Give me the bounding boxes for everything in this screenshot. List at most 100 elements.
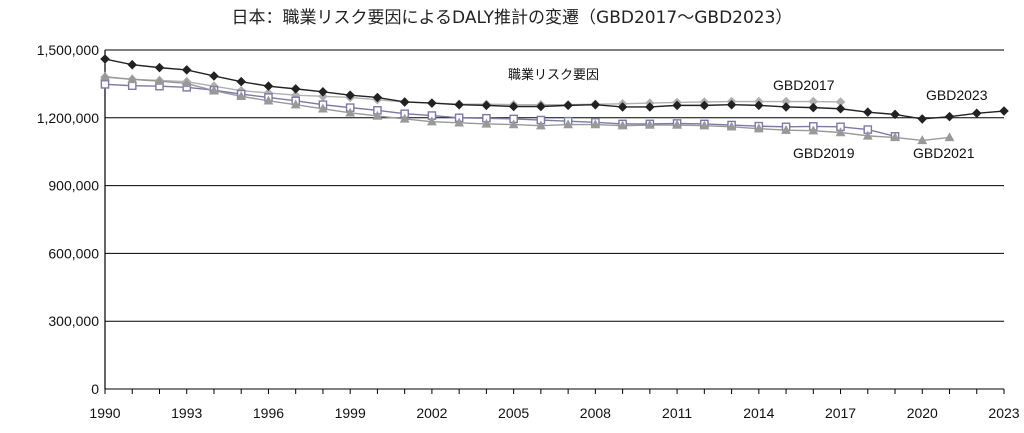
data-point — [944, 132, 955, 142]
series-line — [104, 58, 1005, 120]
data-point — [917, 135, 928, 145]
chart-title: 日本：職業リスク要因によるDALY推計の変遷（GBD2017～GBD2023） — [232, 8, 793, 28]
x-tick-label: 1990 — [89, 405, 120, 421]
series-label-gbd2019: GBD2019 — [793, 145, 855, 161]
data-point — [209, 85, 219, 95]
series-label-gbd2023: GBD2023 — [926, 87, 988, 103]
y-tick-label: 0 — [91, 381, 99, 397]
data-point — [508, 101, 519, 112]
data-point — [154, 75, 165, 85]
x-tick-label: 2014 — [743, 405, 774, 421]
data-point — [808, 102, 819, 113]
data-point — [699, 120, 710, 130]
data-point — [372, 110, 383, 120]
series-line — [104, 76, 841, 106]
data-point — [645, 102, 655, 112]
data-point — [454, 99, 464, 110]
data-point — [535, 120, 546, 130]
data-point — [481, 118, 492, 128]
data-point — [835, 103, 846, 114]
data-point — [236, 91, 247, 101]
annotation-occupational-risk: 職業リスク要因 — [508, 67, 599, 83]
y-tick-label: 900,000 — [48, 178, 99, 194]
data-point — [536, 101, 546, 112]
data-point — [236, 76, 246, 87]
series-gbd2021 — [100, 71, 955, 145]
data-point — [263, 81, 274, 91]
data-point — [263, 95, 274, 105]
data-point — [100, 71, 110, 81]
data-point — [181, 78, 192, 88]
data-point — [971, 108, 982, 119]
grid-layer — [105, 49, 1004, 390]
data-point — [127, 81, 137, 91]
x-tick-label: 2011 — [662, 405, 692, 421]
series-label-gbd2017: GBD2017 — [773, 77, 835, 93]
x-tick-label: 2005 — [498, 405, 529, 421]
data-point — [399, 113, 410, 123]
data-point — [590, 99, 601, 110]
x-tick-label: 2017 — [825, 405, 856, 421]
data-point — [290, 99, 301, 109]
x-tick-label: 2008 — [580, 405, 611, 421]
data-point — [699, 100, 710, 111]
series-line — [104, 75, 950, 142]
x-tick-label: 1993 — [171, 405, 202, 421]
data-point — [617, 102, 628, 112]
data-point — [944, 111, 955, 122]
data-point — [726, 121, 737, 131]
data-point — [154, 62, 165, 73]
data-point — [508, 119, 519, 129]
data-point — [917, 114, 928, 124]
data-point — [345, 107, 356, 117]
x-tick-label: 2002 — [416, 405, 447, 421]
y-tick-label: 300,000 — [48, 313, 99, 329]
label-layer: 職業リスク要因 GBD2017 GBD2019 GBD2021 GBD2023 — [508, 67, 988, 161]
data-point — [427, 116, 437, 126]
data-point — [617, 120, 628, 130]
data-point — [644, 119, 655, 129]
data-point — [563, 119, 574, 129]
y-tick-label: 1,500,000 — [37, 42, 99, 58]
data-point — [290, 84, 301, 94]
data-point — [127, 59, 138, 70]
data-point — [427, 98, 437, 108]
series-line — [104, 83, 896, 138]
data-point — [399, 97, 410, 107]
data-point — [318, 87, 328, 97]
data-point — [454, 117, 465, 127]
data-point — [563, 100, 573, 111]
axis-layer: 0 300,000 600,000 900,000 1,200,000 1,500,000… — [37, 42, 1020, 421]
series-layer — [100, 54, 1009, 145]
data-point — [863, 107, 873, 117]
data-point — [590, 119, 601, 129]
data-point — [754, 100, 764, 111]
data-point — [100, 80, 110, 89]
data-point — [345, 90, 355, 100]
series-label-gbd2021: GBD2021 — [913, 145, 975, 161]
x-tick-label: 2020 — [907, 405, 938, 421]
x-tick-label: 1999 — [335, 405, 366, 421]
data-point — [835, 127, 846, 137]
data-point — [726, 99, 737, 110]
data-point — [753, 123, 764, 133]
data-point — [100, 54, 110, 64]
y-tick-label: 600,000 — [48, 245, 99, 261]
data-point — [890, 132, 900, 142]
y-tick-label: 1,200,000 — [37, 110, 99, 126]
data-point — [781, 125, 791, 134]
data-point — [372, 92, 383, 103]
data-point — [318, 103, 328, 113]
data-point — [481, 100, 492, 111]
data-point — [862, 130, 873, 140]
data-point — [209, 71, 219, 81]
data-point — [127, 74, 138, 84]
data-point — [181, 65, 192, 75]
data-point — [808, 125, 819, 135]
series-gbd2023 — [100, 54, 1009, 124]
data-point — [672, 119, 682, 129]
data-point — [999, 106, 1009, 116]
x-tick-label: 1996 — [253, 405, 284, 421]
data-point — [672, 100, 682, 111]
